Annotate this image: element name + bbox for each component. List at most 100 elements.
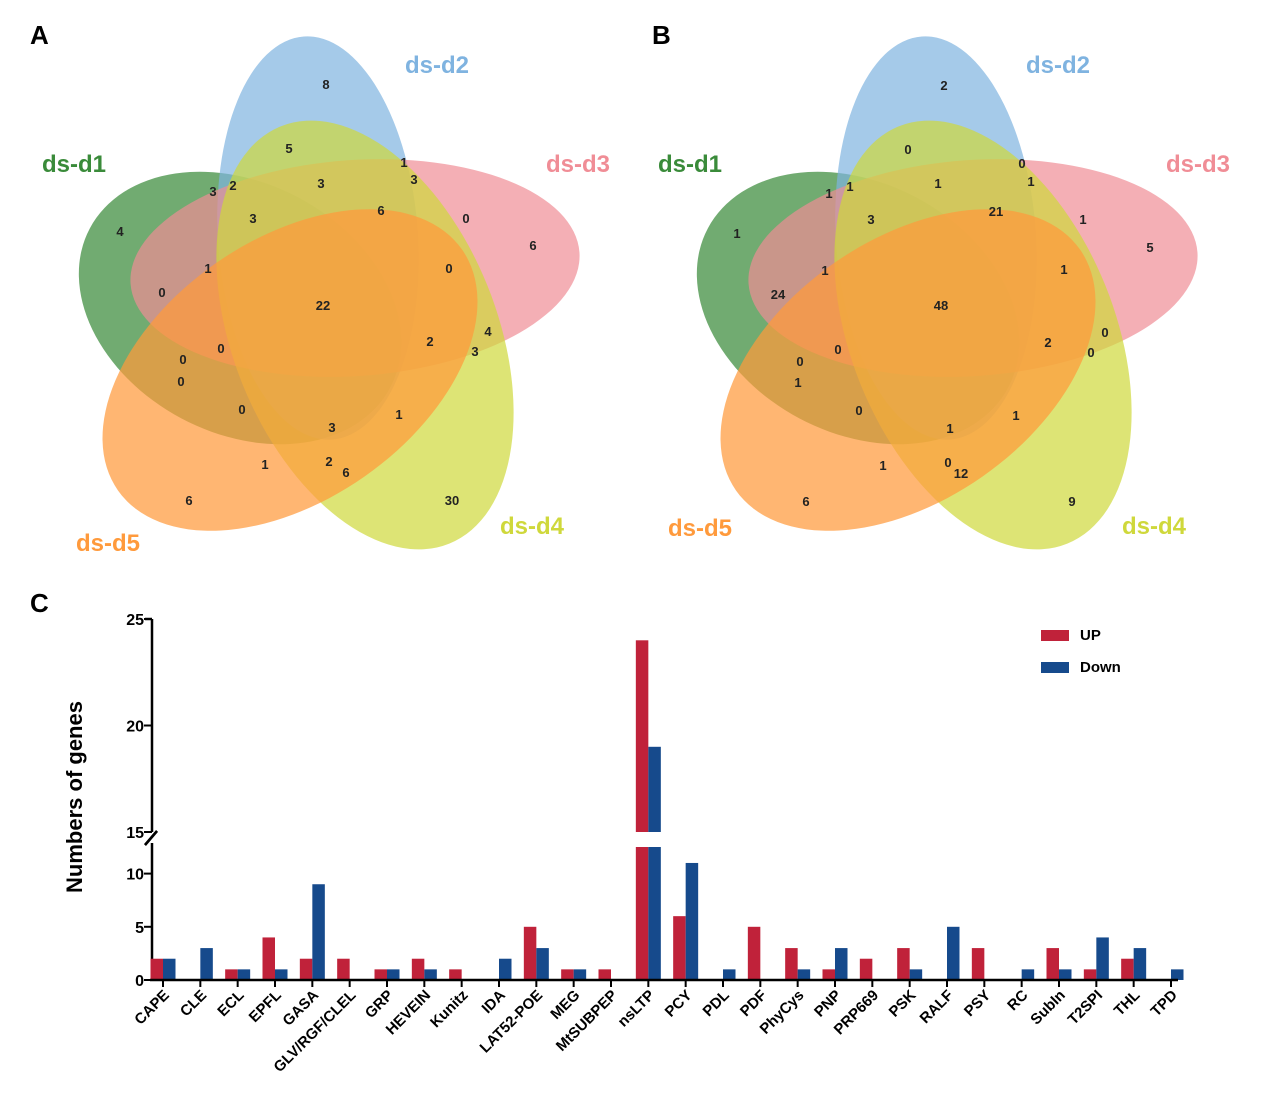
venn-count-r1: 1 bbox=[846, 179, 853, 194]
x-tick-label: T2SPI bbox=[1065, 987, 1106, 1028]
x-tick-label: PDF bbox=[737, 987, 770, 1020]
venn-count-d1-d2: 3 bbox=[209, 184, 216, 199]
x-tick-label: RALF bbox=[917, 987, 957, 1027]
bar-down-grp bbox=[387, 969, 400, 980]
bar-down-meg bbox=[573, 969, 587, 980]
venn-count-d3-d4: 4 bbox=[484, 324, 492, 339]
bar-up-subin bbox=[1046, 948, 1059, 980]
venn-count-only-d3: 6 bbox=[529, 238, 536, 253]
venn-count-r17: 1 bbox=[1012, 408, 1019, 423]
bars bbox=[150, 640, 1184, 980]
venn-count-only-d4: 30 bbox=[445, 493, 459, 508]
bar-down-pdl bbox=[723, 969, 736, 980]
venn-count-center: 22 bbox=[316, 298, 330, 313]
venn-count-r19: 2 bbox=[325, 454, 332, 469]
bar-up-lat52-poe bbox=[523, 926, 537, 980]
venn-count-only-d2: 8 bbox=[322, 77, 329, 92]
venn-label-d5: ds-d5 bbox=[76, 530, 140, 557]
venn-count-r15: 0 bbox=[238, 402, 245, 417]
bar-up-glv-rgf-clel bbox=[337, 958, 350, 980]
venn-count-r9: 0 bbox=[445, 261, 452, 276]
venn-count-r3: 1 bbox=[934, 176, 941, 191]
venn-label-d3: ds-d3 bbox=[546, 151, 610, 178]
venn-count-r12: 3 bbox=[471, 344, 478, 359]
bar-up-pcy bbox=[673, 916, 686, 980]
venn-count-r9: 1 bbox=[1060, 262, 1067, 277]
venn-count-r16: 1 bbox=[946, 421, 953, 436]
venn-count-r12: 0 bbox=[1087, 345, 1094, 360]
venn-count-r14: 0 bbox=[217, 341, 224, 356]
bar-down-tpd bbox=[1171, 969, 1184, 980]
x-tick-label: nsLTP bbox=[615, 987, 659, 1031]
y-tick-label: 5 bbox=[135, 920, 144, 937]
bar-down-ida bbox=[499, 958, 512, 980]
legend: UP Down bbox=[1041, 627, 1121, 676]
venn-label-d2: ds-d2 bbox=[1026, 52, 1090, 79]
venn-count-r4: 3 bbox=[410, 172, 417, 187]
venn-label-d4: ds-d4 bbox=[1122, 513, 1187, 540]
x-tick-label: THL bbox=[1111, 987, 1144, 1020]
y-tick-label: 10 bbox=[126, 867, 144, 884]
bar-up-psy bbox=[971, 948, 985, 980]
venn-count-r13: 0 bbox=[796, 354, 803, 369]
bar-down-hevein bbox=[424, 969, 437, 980]
panel-label-a: A bbox=[30, 20, 49, 50]
panel-label-b: B bbox=[652, 20, 671, 50]
venn-count-center: 48 bbox=[934, 298, 948, 313]
y-tick-label: 20 bbox=[126, 719, 144, 736]
bar-down-ecl bbox=[237, 969, 251, 980]
venn-count-r10: 24 bbox=[771, 287, 786, 302]
venn-count-d1-d5: 1 bbox=[794, 375, 801, 390]
venn-label-d2: ds-d2 bbox=[405, 52, 469, 79]
venn-label-d5: ds-d5 bbox=[668, 515, 732, 542]
venn-ellipse-d5 bbox=[720, 209, 1096, 531]
bar-up-pdf bbox=[747, 926, 761, 980]
venn-count-r14: 0 bbox=[834, 342, 841, 357]
x-tick-label: CLE bbox=[177, 987, 210, 1020]
venn-count-r6: 6 bbox=[377, 203, 384, 218]
bar-down-nsltp-lower bbox=[648, 847, 661, 980]
venn-count-r5: 3 bbox=[249, 211, 256, 226]
venn-ellipse-d5 bbox=[102, 209, 478, 531]
venn-count-r19: 0 bbox=[944, 455, 951, 470]
legend-label-down: Down bbox=[1080, 659, 1121, 676]
x-tick-label: CAPE bbox=[131, 987, 172, 1028]
bar-up-t2spi bbox=[1083, 969, 1097, 980]
venn-count-d1-d5: 0 bbox=[177, 374, 184, 389]
venn-count-r2: 0 bbox=[904, 142, 911, 157]
y-axis: 0 5 10 15 20 25 bbox=[126, 612, 158, 990]
bar-down-subin bbox=[1059, 969, 1072, 980]
venn-count-d1-d2: 1 bbox=[825, 186, 832, 201]
venn-count-r6: 21 bbox=[989, 204, 1003, 219]
venn-count-r1: 2 bbox=[229, 178, 236, 193]
venn-count-only-d3: 5 bbox=[1146, 240, 1153, 255]
legend-swatch-down bbox=[1041, 662, 1069, 673]
venn-diagram-b: ds-d1 ds-d2 ds-d3 ds-d4 ds-d5 1259610012… bbox=[658, 36, 1230, 550]
bar-up-gasa bbox=[299, 958, 313, 980]
bar-up-pnp bbox=[822, 969, 835, 980]
bar-up-thl bbox=[1121, 958, 1134, 980]
venn-count-d4-d5: 12 bbox=[954, 466, 968, 481]
x-tick-label: TPD bbox=[1148, 987, 1181, 1020]
venn-count-only-d5: 6 bbox=[185, 493, 192, 508]
venn-count-r18: 1 bbox=[261, 457, 268, 472]
bar-up-psk bbox=[897, 948, 910, 980]
bar-up-epfl bbox=[262, 937, 275, 980]
venn-count-r11: 2 bbox=[426, 334, 433, 349]
venn-count-r5: 3 bbox=[867, 212, 874, 227]
venn-count-only-d2: 2 bbox=[940, 78, 947, 93]
bar-up-prp669 bbox=[859, 958, 873, 980]
bar-down-pnp bbox=[835, 948, 848, 980]
venn-count-r18: 1 bbox=[879, 458, 886, 473]
venn-label-d1: ds-d1 bbox=[42, 151, 106, 178]
bar-up-ecl bbox=[225, 969, 238, 980]
venn-count-only-d4: 9 bbox=[1068, 494, 1075, 509]
bar-down-rc bbox=[1021, 969, 1035, 980]
venn-count-r3: 3 bbox=[317, 176, 324, 191]
venn-count-r17: 1 bbox=[395, 407, 402, 422]
bar-down-cape bbox=[163, 958, 176, 980]
bar-up-hevein bbox=[411, 958, 425, 980]
venn-label-d1: ds-d1 bbox=[658, 151, 722, 178]
